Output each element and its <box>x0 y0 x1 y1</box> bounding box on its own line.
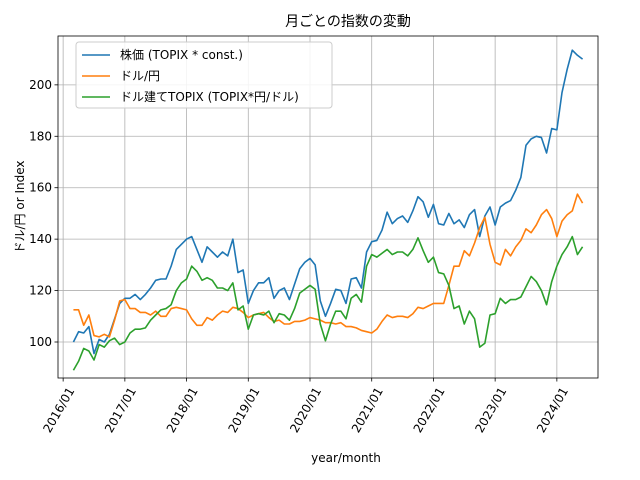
legend-label: ドル建てTOPIX (TOPIX*円/ドル) <box>120 90 299 104</box>
series-line-1 <box>72 49 584 355</box>
plot-frame <box>57 35 599 379</box>
y-axis-label: ドル/円 or Index <box>13 161 27 254</box>
series-line-2 <box>73 193 584 338</box>
chart-title: 月ごとの指数の変動 <box>285 13 411 30</box>
y-tick-label: 200 <box>29 78 52 92</box>
y-axis-ticks: 100 120 140 160 180 200 <box>29 78 58 349</box>
x-axis-label: year/month <box>311 451 381 465</box>
legend-box <box>75 41 333 109</box>
series-line-3 <box>72 235 584 371</box>
y-tick-label: 100 <box>29 335 52 349</box>
y-tick-label: 140 <box>29 232 52 246</box>
legend-label: 株価 (TOPIX * const.) <box>120 47 243 62</box>
series-lines <box>72 49 584 371</box>
legend-label: ドル/円 <box>120 69 160 83</box>
y-tick-label: 160 <box>29 181 52 195</box>
y-tick-label: 120 <box>29 284 52 298</box>
y-tick-label: 180 <box>29 129 52 143</box>
